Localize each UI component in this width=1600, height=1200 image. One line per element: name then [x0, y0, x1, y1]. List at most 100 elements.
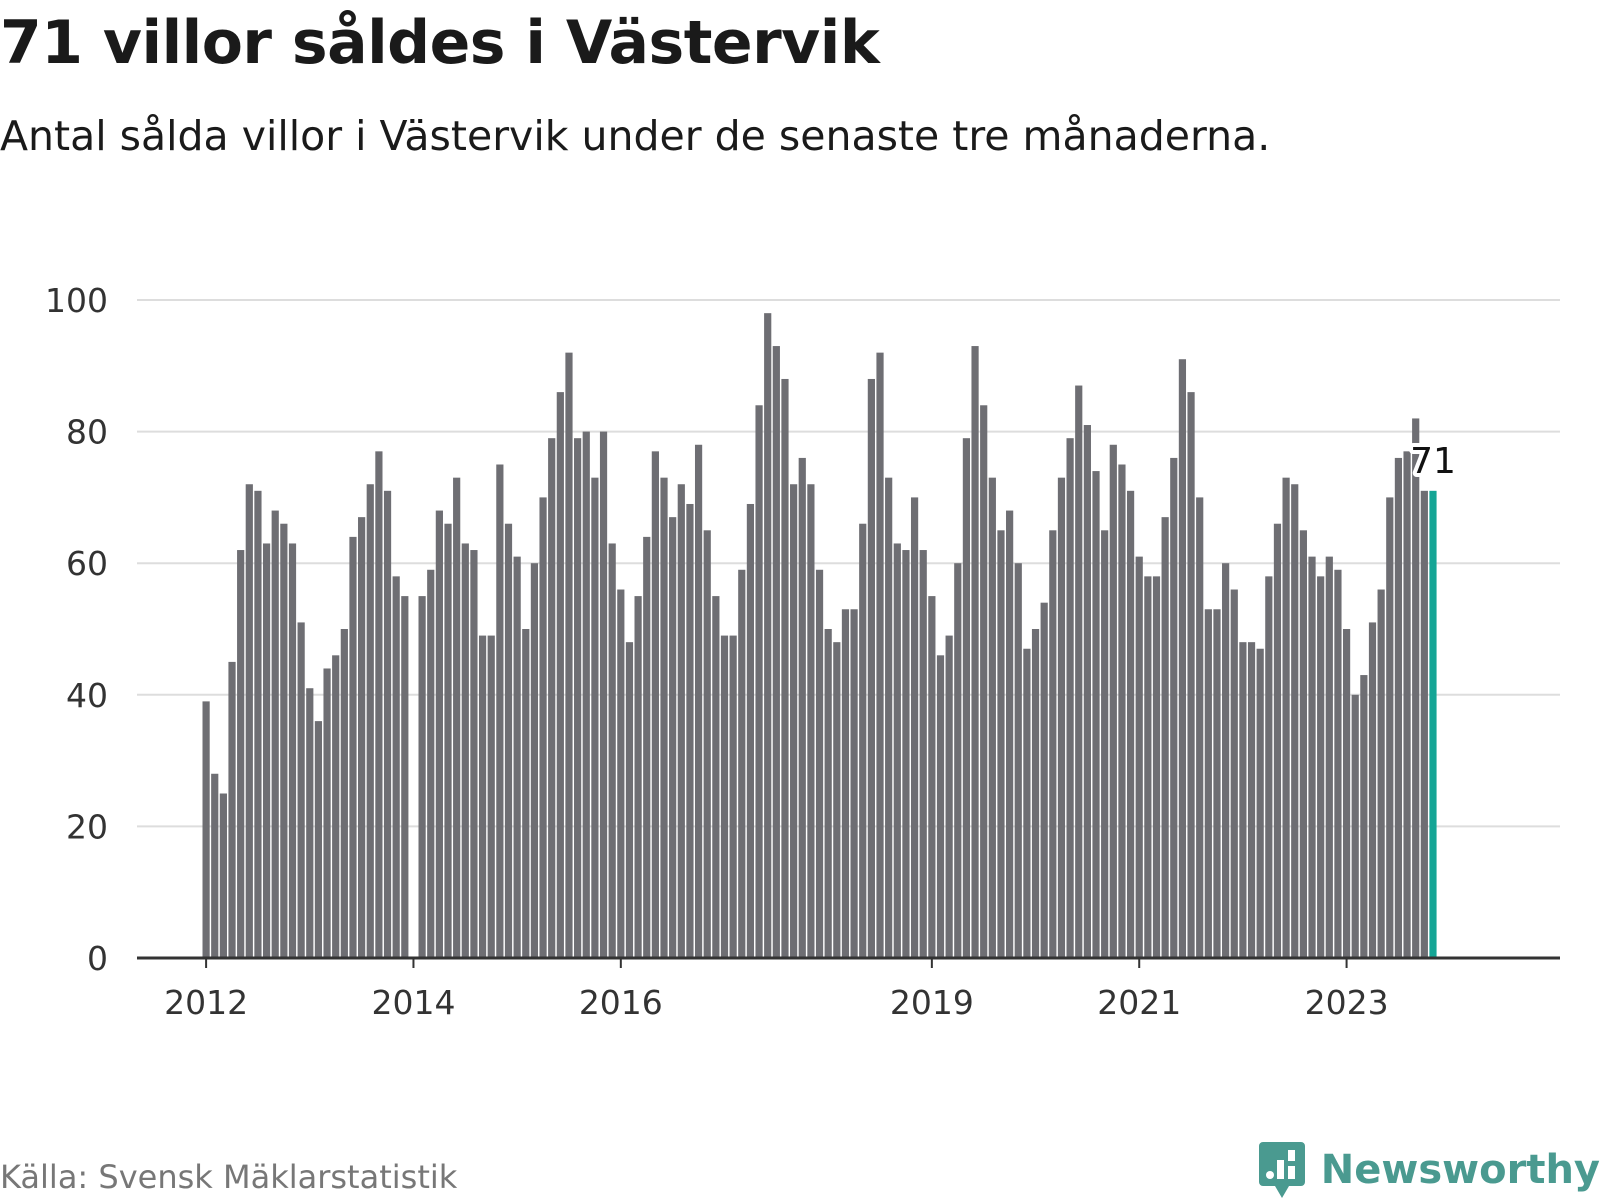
bar	[919, 550, 927, 958]
bar	[556, 392, 564, 958]
bar	[237, 550, 245, 958]
x-tick-label: 2014	[371, 983, 455, 1022]
bar	[548, 438, 556, 958]
bar	[1135, 556, 1143, 958]
bar	[1057, 477, 1066, 958]
bar	[686, 503, 694, 958]
bar	[1204, 609, 1212, 958]
x-tick-label: 2023	[1305, 983, 1389, 1022]
bar	[1230, 589, 1238, 958]
bar	[1412, 418, 1420, 958]
bar	[522, 629, 530, 958]
bar	[306, 688, 314, 958]
bar	[608, 543, 616, 958]
y-tick-label: 60	[66, 544, 108, 583]
bar	[1394, 457, 1403, 958]
x-tick-label: 2021	[1097, 983, 1181, 1022]
y-tick-label: 0	[87, 939, 108, 978]
bar	[219, 793, 227, 958]
bar	[712, 596, 720, 958]
bar	[1023, 648, 1031, 958]
bar	[582, 431, 590, 959]
brand-logo[interactable]: Newsworthy	[1257, 1140, 1600, 1200]
bar	[1377, 589, 1385, 958]
bar	[591, 477, 599, 958]
bar	[453, 477, 461, 958]
bar	[945, 635, 953, 958]
bar	[530, 563, 539, 958]
bars	[202, 313, 1437, 959]
bar	[971, 346, 979, 958]
bar	[1213, 609, 1221, 958]
chart-subtitle: Antal sålda villor i Västervik under de …	[0, 112, 1271, 160]
y-tick-label: 20	[66, 807, 108, 846]
bar	[617, 589, 625, 958]
bar	[1178, 359, 1187, 959]
bar	[824, 629, 832, 958]
bar	[798, 457, 806, 958]
bar	[746, 503, 755, 958]
bar	[841, 609, 850, 958]
bar	[910, 497, 919, 958]
bar	[314, 721, 323, 958]
bar	[1040, 602, 1048, 958]
bar	[383, 490, 392, 958]
bar	[1075, 385, 1083, 958]
bar	[262, 543, 271, 958]
bar	[297, 622, 305, 958]
newsworthy-logo-icon	[1258, 1142, 1305, 1198]
bar	[1222, 563, 1230, 958]
bar	[1368, 622, 1377, 958]
bar	[349, 536, 357, 958]
bar	[928, 596, 936, 958]
bar	[375, 451, 383, 958]
bar	[1247, 642, 1256, 958]
bar	[392, 576, 400, 958]
bar	[401, 596, 409, 958]
bar	[1342, 629, 1351, 958]
x-tick-label: 2019	[890, 983, 974, 1022]
axes: 0 20 40 60 80 100 2012 2014 2016 2019 2021 2023	[45, 281, 1560, 1022]
bar	[893, 543, 901, 958]
bar	[1092, 471, 1100, 958]
bar	[1126, 490, 1135, 958]
bar	[1239, 642, 1247, 958]
x-tick-label: 2016	[579, 983, 663, 1022]
bar	[703, 530, 711, 958]
bar	[729, 635, 737, 958]
bar	[1360, 675, 1368, 958]
bar	[815, 569, 824, 958]
bar	[358, 517, 366, 958]
bar	[936, 655, 945, 958]
bar	[280, 523, 288, 958]
bar	[677, 484, 685, 958]
bar	[1273, 523, 1282, 958]
bar	[444, 523, 452, 958]
bar	[254, 490, 262, 958]
bar	[1299, 530, 1307, 958]
bar	[470, 550, 478, 958]
bar	[1161, 517, 1169, 958]
bar	[867, 378, 875, 959]
bar	[764, 313, 772, 958]
bar	[1109, 444, 1117, 958]
bar	[790, 484, 798, 958]
bar	[1066, 438, 1074, 958]
bar	[997, 530, 1005, 958]
y-tick-label: 40	[66, 676, 108, 715]
bar	[669, 517, 677, 958]
bar	[1014, 563, 1022, 958]
chart-title: 71 villor såldes i Västervik	[0, 8, 880, 78]
bar-highlight	[1429, 490, 1437, 958]
bar	[962, 438, 971, 958]
bar	[1265, 576, 1273, 958]
bar	[1308, 556, 1316, 958]
bar	[513, 556, 521, 958]
bar	[634, 596, 642, 958]
bar	[1101, 530, 1109, 958]
bar	[1325, 556, 1333, 958]
bar	[876, 352, 884, 958]
bar	[980, 405, 988, 958]
bar	[643, 536, 651, 958]
brand-name: Newsworthy	[1320, 1147, 1600, 1193]
